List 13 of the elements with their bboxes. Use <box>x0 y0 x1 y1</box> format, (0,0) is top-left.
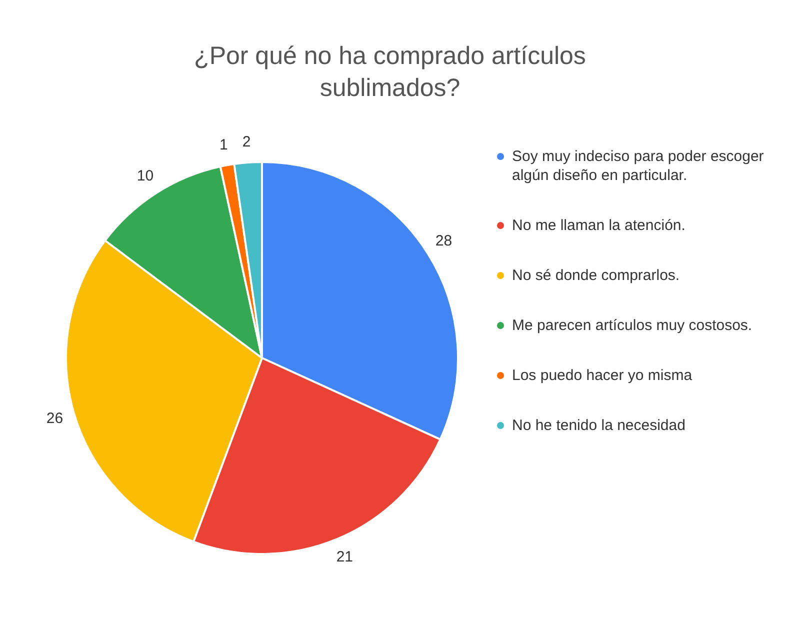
data-label: 2 <box>242 134 251 151</box>
legend-label: No me llaman la atención. <box>512 216 686 235</box>
legend-label: No sé donde comprarlos. <box>512 266 680 285</box>
legend-label: Me parecen artículos muy costosos. <box>512 316 752 335</box>
legend-label: No he tenido la necesidad <box>512 416 686 435</box>
data-label: 28 <box>435 232 452 250</box>
data-label: 21 <box>336 548 354 566</box>
legend-label: Los puedo hacer yo misma <box>512 366 692 385</box>
data-label: 26 <box>46 410 64 427</box>
chart-title: ¿Por qué no ha comprado artículos sublimados? <box>193 41 587 104</box>
data-label: 10 <box>136 167 154 184</box>
legend-label: Soy muy indeciso para poder escoger algún diseño en particular. <box>512 147 765 185</box>
data-label: 1 <box>219 136 228 154</box>
